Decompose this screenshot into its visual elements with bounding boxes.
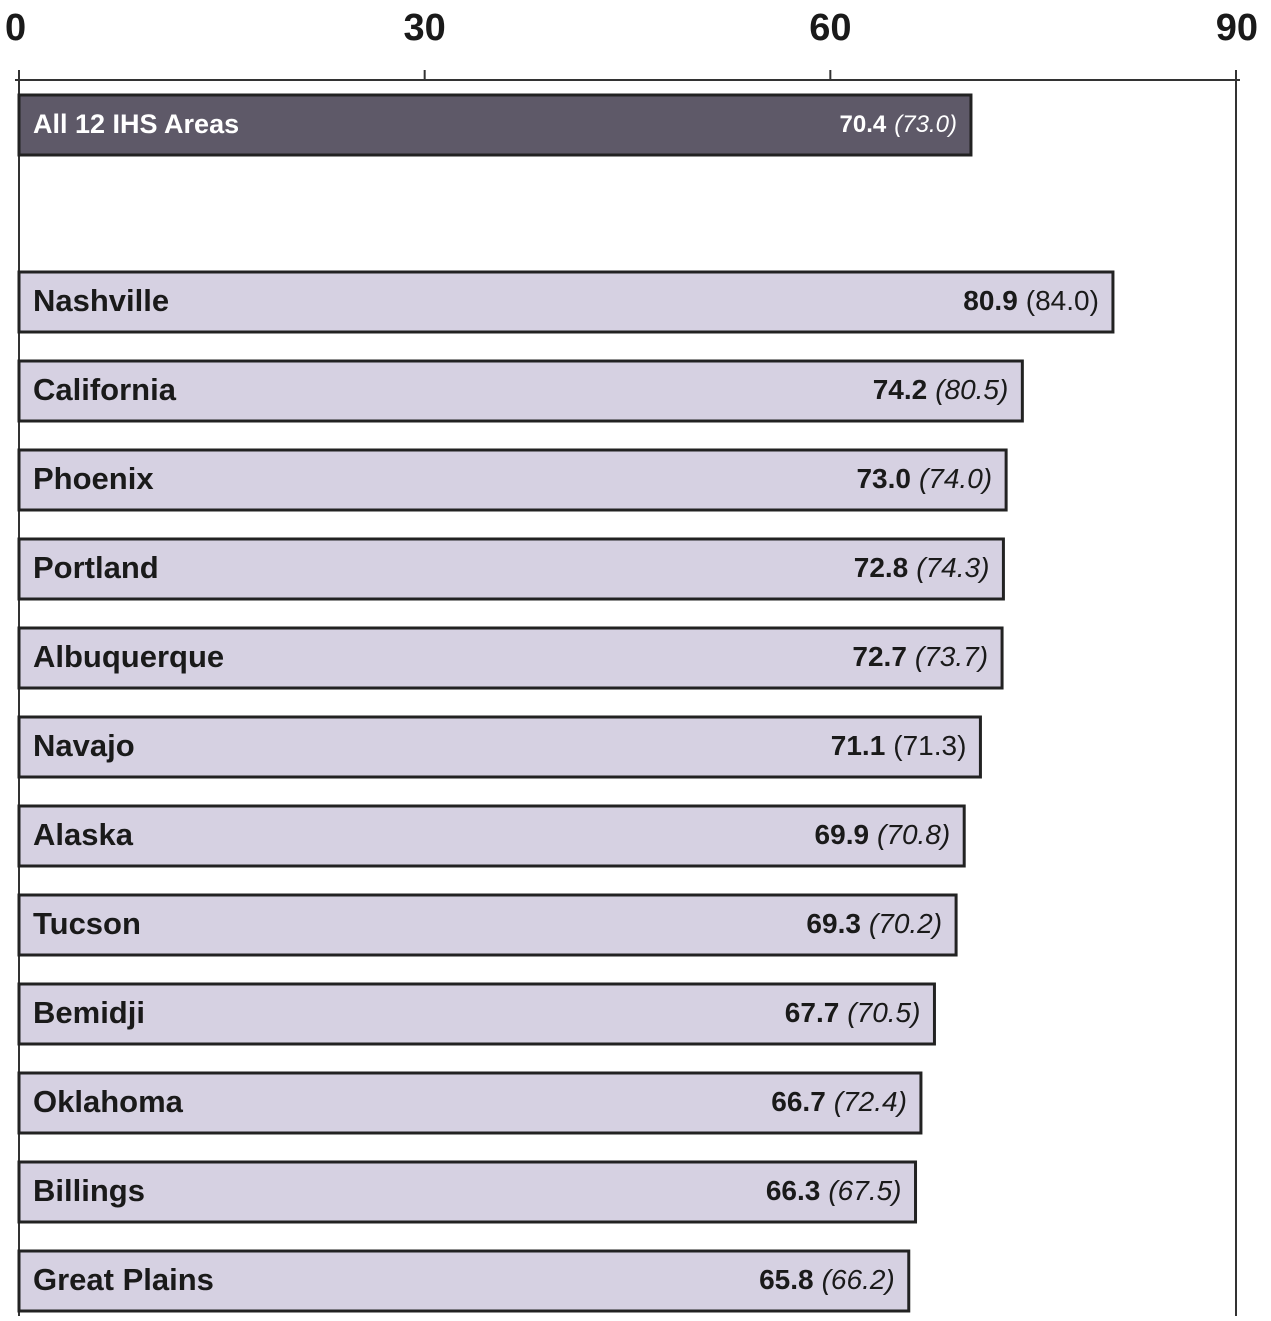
category-label: Phoenix xyxy=(33,461,154,496)
value-label: 69.3 (70.2) xyxy=(806,908,942,939)
x-tick-label: 30 xyxy=(404,7,446,49)
value-label: 66.7 (72.4) xyxy=(771,1086,907,1117)
secondary-value: (70.2) xyxy=(869,908,942,939)
secondary-value: (66.2) xyxy=(822,1264,895,1295)
bar xyxy=(17,537,1005,601)
value-label: 71.1 (71.3) xyxy=(831,730,967,761)
bar xyxy=(17,893,958,957)
bar xyxy=(17,270,1115,334)
bar xyxy=(17,1249,911,1313)
value: 66.3 xyxy=(766,1175,821,1206)
bar xyxy=(17,93,973,157)
value-label: 72.7 (73.7) xyxy=(852,641,988,672)
value-label: 80.9 (84.0) xyxy=(963,285,1099,316)
secondary-value: (67.5) xyxy=(828,1175,901,1206)
value: 74.2 xyxy=(873,374,928,405)
value: 65.8 xyxy=(759,1264,814,1295)
bar xyxy=(17,715,982,779)
value: 73.0 xyxy=(856,463,911,494)
category-label: Billings xyxy=(33,1173,145,1208)
value: 71.1 xyxy=(831,730,886,761)
value-label: 74.2 (80.5) xyxy=(873,374,1009,405)
category-label: California xyxy=(33,372,177,407)
value: 70.4 xyxy=(840,111,887,138)
value-label: 69.9 (70.8) xyxy=(815,819,951,850)
bar xyxy=(17,448,1008,512)
category-label: Nashville xyxy=(33,283,169,318)
bar xyxy=(17,1071,923,1135)
category-label: Portland xyxy=(33,550,159,585)
bar xyxy=(17,626,1004,690)
value-label: 73.0 (74.0) xyxy=(856,463,992,494)
value-label: 70.4 (73.0) xyxy=(840,111,957,138)
value-label: 72.8 (74.3) xyxy=(854,552,990,583)
category-label: Oklahoma xyxy=(33,1084,184,1119)
category-label: Albuquerque xyxy=(33,639,224,674)
secondary-value: (70.5) xyxy=(847,997,920,1028)
bar xyxy=(17,1160,918,1224)
x-tick-label: 60 xyxy=(809,7,851,49)
bar xyxy=(17,359,1024,423)
secondary-value: (70.8) xyxy=(877,819,950,850)
bar xyxy=(17,804,966,868)
value: 72.8 xyxy=(854,552,909,583)
secondary-value: (71.3) xyxy=(893,730,966,761)
value-label: 66.3 (67.5) xyxy=(766,1175,902,1206)
category-label: Bemidji xyxy=(33,995,145,1030)
value-label: 65.8 (66.2) xyxy=(759,1264,895,1295)
value: 67.7 xyxy=(785,997,840,1028)
category-label: Navajo xyxy=(33,728,135,763)
x-tick-label: 0 xyxy=(5,7,26,49)
secondary-value: (73.7) xyxy=(915,641,988,672)
secondary-value: (80.5) xyxy=(935,374,1008,405)
value: 69.9 xyxy=(815,819,870,850)
secondary-value: (72.4) xyxy=(834,1086,907,1117)
secondary-value: (73.0) xyxy=(894,111,957,138)
category-label: All 12 IHS Areas xyxy=(33,109,239,139)
secondary-value: (74.3) xyxy=(916,552,989,583)
x-tick-label: 90 xyxy=(1216,7,1258,49)
value: 69.3 xyxy=(806,908,861,939)
category-label: Great Plains xyxy=(33,1262,214,1297)
secondary-value: (74.0) xyxy=(919,463,992,494)
value-label: 67.7 (70.5) xyxy=(785,997,921,1028)
value: 66.7 xyxy=(771,1086,826,1117)
secondary-value: (84.0) xyxy=(1026,285,1099,316)
bar xyxy=(17,982,936,1046)
category-label: Tucson xyxy=(33,906,141,941)
category-label: Alaska xyxy=(33,817,134,852)
value: 80.9 xyxy=(963,285,1018,316)
value: 72.7 xyxy=(852,641,907,672)
